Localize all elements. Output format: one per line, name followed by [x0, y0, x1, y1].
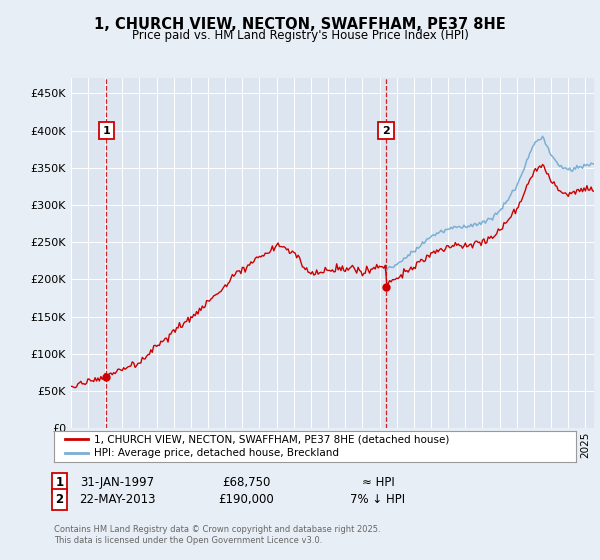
Text: Contains HM Land Registry data © Crown copyright and database right 2025.
This d: Contains HM Land Registry data © Crown c… [54, 525, 380, 545]
Legend: 1, CHURCH VIEW, NECTON, SWAFFHAM, PE37 8HE (detached house), HPI: Average price,: 1, CHURCH VIEW, NECTON, SWAFFHAM, PE37 8… [64, 433, 451, 460]
Text: 2: 2 [382, 125, 390, 136]
Text: ≈ HPI: ≈ HPI [362, 476, 394, 489]
Text: 2: 2 [55, 493, 64, 506]
Text: 7% ↓ HPI: 7% ↓ HPI [350, 493, 406, 506]
Text: 1: 1 [103, 125, 110, 136]
Text: Price paid vs. HM Land Registry's House Price Index (HPI): Price paid vs. HM Land Registry's House … [131, 29, 469, 43]
Text: £190,000: £190,000 [218, 493, 274, 506]
Text: £68,750: £68,750 [222, 476, 270, 489]
Text: 1, CHURCH VIEW, NECTON, SWAFFHAM, PE37 8HE: 1, CHURCH VIEW, NECTON, SWAFFHAM, PE37 8… [94, 17, 506, 31]
Text: 22-MAY-2013: 22-MAY-2013 [79, 493, 155, 506]
Text: 1: 1 [55, 476, 64, 489]
Text: 31-JAN-1997: 31-JAN-1997 [80, 476, 154, 489]
